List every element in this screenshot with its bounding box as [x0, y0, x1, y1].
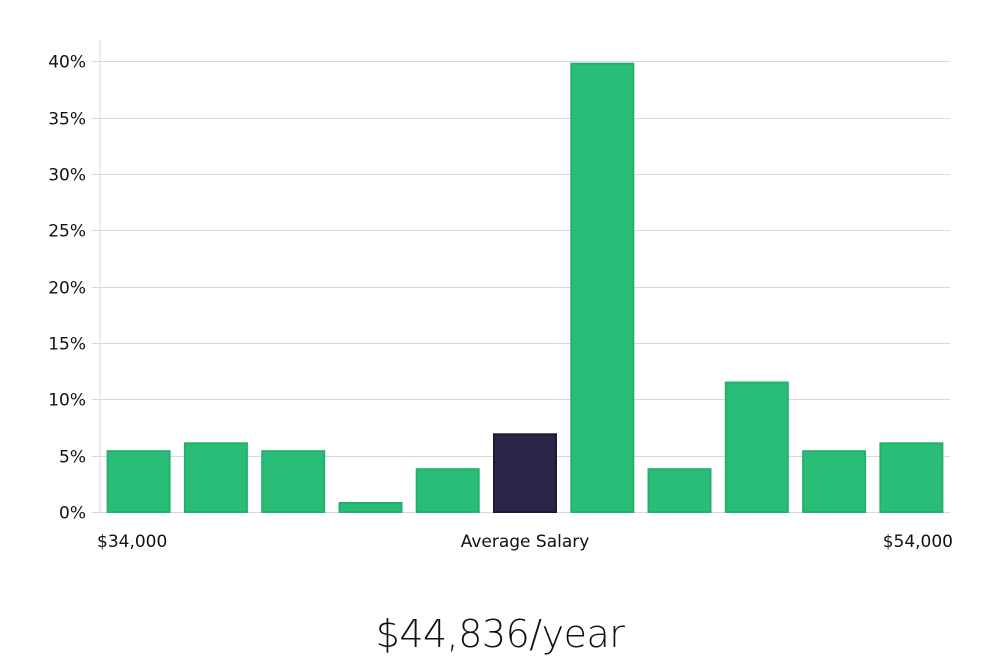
- x-axis-min-label: $34,000: [97, 532, 167, 552]
- bar: [261, 450, 326, 514]
- average-salary-value: $44,836/year: [375, 612, 625, 656]
- x-axis-labels: $34,000 Average Salary $54,000: [97, 532, 953, 552]
- y-tick-label: 25%: [48, 222, 86, 242]
- bars-layer: [106, 62, 944, 514]
- y-tick-label: 0%: [59, 504, 86, 524]
- y-tick-label: 30%: [48, 166, 86, 186]
- y-axis-ticks: 0% 5% 10% 15% 20% 25% 30% 35% 40%: [48, 53, 86, 524]
- bar: [415, 468, 480, 514]
- bar: [570, 62, 635, 513]
- bar-average-salary: [493, 433, 557, 513]
- y-tick-label: 15%: [48, 335, 86, 355]
- x-axis-max-label: $54,000: [883, 532, 953, 552]
- bar: [647, 468, 712, 514]
- bar: [879, 442, 944, 513]
- y-tick-label: 35%: [48, 110, 86, 130]
- bar: [724, 381, 789, 513]
- y-tick-label: 5%: [59, 448, 86, 468]
- bar: [183, 442, 248, 513]
- bar: [338, 502, 403, 513]
- y-tick-label: 40%: [48, 53, 86, 73]
- x-axis-title: Average Salary: [461, 532, 590, 552]
- y-tick-label: 10%: [48, 391, 86, 411]
- chart-canvas: 0% 5% 10% 15% 20% 25% 30% 35% 40% $34,000 Averag…: [48, 40, 953, 552]
- bar: [106, 450, 171, 514]
- bar: [802, 450, 867, 514]
- y-tick-label: 20%: [48, 279, 86, 299]
